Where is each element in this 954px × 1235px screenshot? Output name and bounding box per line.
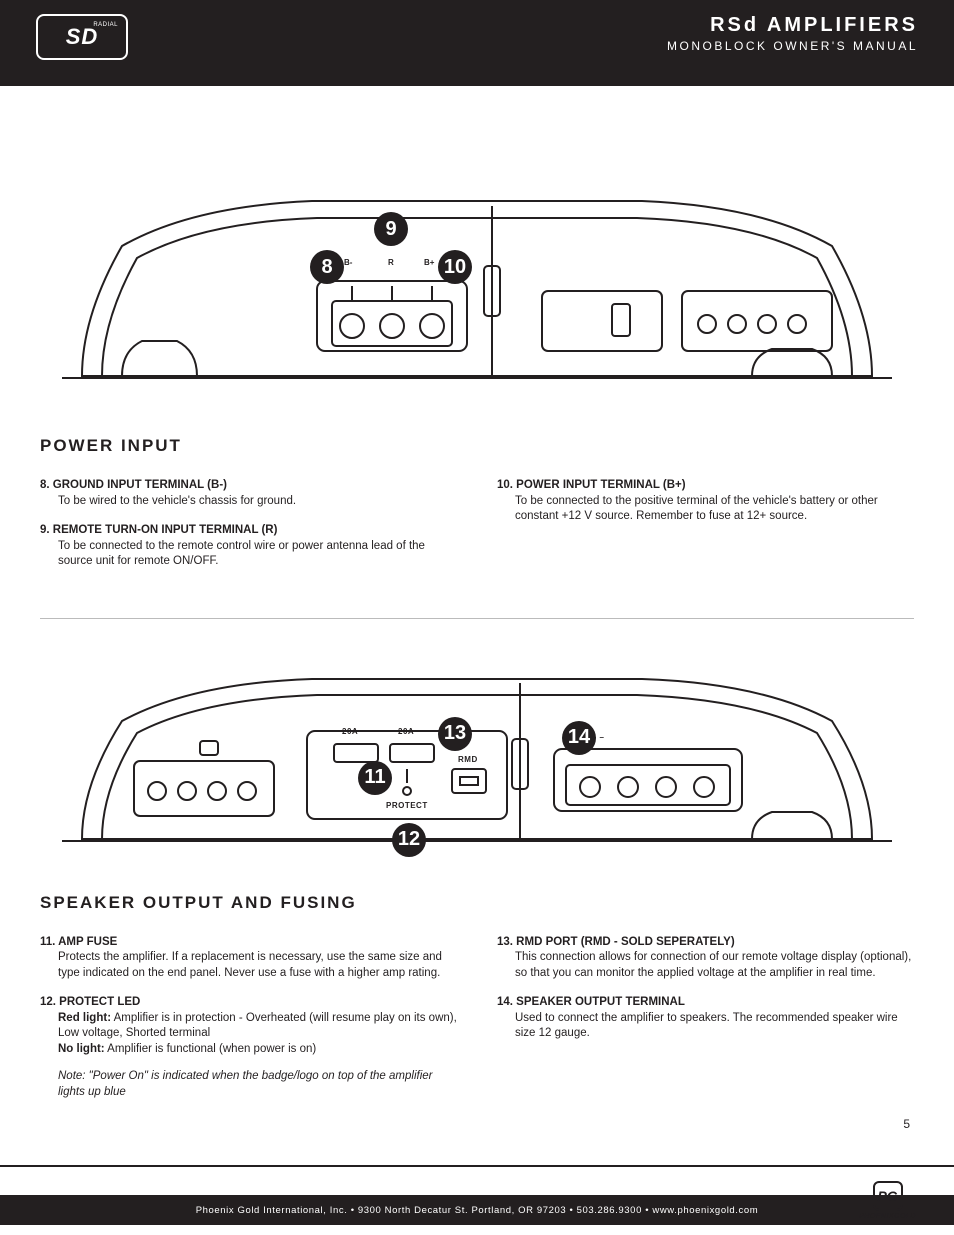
item-10-body: To be connected to the positive terminal… [497, 494, 914, 525]
callout-14: 14 [562, 721, 596, 755]
page-content: B- R B+ 8 9 10 POWER INPUT 8. GROUND INP… [0, 86, 954, 1114]
item-9-body: To be connected to the remote control wi… [40, 539, 457, 570]
footer: PG PHOENIXGOLD Phoenix Gold Internationa… [0, 1165, 954, 1235]
label-protect: PROTECT [386, 801, 428, 810]
item-12-note: Note: "Power On" is indicated when the b… [58, 1069, 457, 1100]
power-input-columns: 8. GROUND INPUT TERMINAL (B-) To be wire… [40, 478, 914, 584]
item-13: 13. RMD PORT (RMD - SOLD SEPERATELY) Thi… [497, 935, 914, 982]
label-b-plus: B+ [424, 258, 434, 267]
amplifier-rear-illustration [52, 186, 902, 406]
brand-logo: SD RADIAL [36, 14, 128, 60]
footer-brand-logo: PG PHOENIXGOLD [859, 1181, 916, 1220]
header-title-block: RSd AMPLIFIERS MONOBLOCK OWNER'S MANUAL [667, 14, 918, 53]
power-input-col-right: 10. POWER INPUT TERMINAL (B+) To be conn… [497, 478, 914, 584]
label-fuse-1: 20A [342, 727, 358, 736]
callout-12: 12 [392, 823, 426, 857]
item-10: 10. POWER INPUT TERMINAL (B+) To be conn… [497, 478, 914, 525]
item-9: 9. REMOTE TURN-ON INPUT TERMINAL (R) To … [40, 523, 457, 570]
power-input-col-left: 8. GROUND INPUT TERMINAL (B-) To be wire… [40, 478, 457, 584]
label-fuse-2: 20A [398, 727, 414, 736]
speaker-output-col-right: 13. RMD PORT (RMD - SOLD SEPERATELY) Thi… [497, 935, 914, 1115]
item-11: 11. AMP FUSE Protects the amplifier. If … [40, 935, 457, 982]
speaker-output-columns: 11. AMP FUSE Protects the amplifier. If … [40, 935, 914, 1115]
label-rmd: RMD [458, 755, 478, 764]
item-13-body: This connection allows for connection of… [497, 950, 914, 981]
item-14-body: Used to connect the amplifier to speaker… [497, 1011, 914, 1042]
item-12-title: 12. PROTECT LED [40, 995, 457, 1011]
footer-brand-name: PHOENIXGOLD [859, 1213, 916, 1220]
footer-black-bar: Phoenix Gold International, Inc. • 9300 … [0, 1195, 954, 1225]
section-title-power-input: POWER INPUT [40, 436, 914, 456]
footer-badge: PG [873, 1181, 903, 1211]
page-number: 5 [903, 1117, 910, 1131]
speaker-output-col-left: 11. AMP FUSE Protects the amplifier. If … [40, 935, 457, 1115]
footer-text: Phoenix Gold International, Inc. • 9300 … [196, 1205, 759, 1216]
header-bar: SD RADIAL RSd AMPLIFIERS MONOBLOCK OWNER… [0, 0, 954, 86]
item-12-red-body: Amplifier is in protection - Overheated … [58, 1012, 457, 1040]
section-title-speaker-output: SPEAKER OUTPUT AND FUSING [40, 893, 914, 913]
callout-9: 9 [374, 212, 408, 246]
item-13-title: 13. RMD PORT (RMD - SOLD SEPERATELY) [497, 935, 914, 951]
callout-8: 8 [310, 250, 344, 284]
item-8: 8. GROUND INPUT TERMINAL (B-) To be wire… [40, 478, 457, 509]
item-14-title: 14. SPEAKER OUTPUT TERMINAL [497, 995, 914, 1011]
amplifier-front-illustration [52, 669, 902, 869]
callout-13: 13 [438, 717, 472, 751]
callout-10: 10 [438, 250, 472, 284]
item-14: 14. SPEAKER OUTPUT TERMINAL Used to conn… [497, 995, 914, 1042]
item-10-title: 10. POWER INPUT TERMINAL (B+) [497, 478, 914, 494]
item-11-body: Protects the amplifier. If a replacement… [40, 950, 457, 981]
item-12-red-label: Red light: [58, 1012, 111, 1024]
label-r: R [388, 258, 394, 267]
callout-11: 11 [358, 761, 392, 795]
section-divider [40, 618, 914, 619]
label-b-minus: B- [344, 258, 352, 267]
item-12-no-label: No light: [58, 1043, 105, 1055]
item-12-no-body: Amplifier is functional (when power is o… [105, 1043, 317, 1055]
logo-sub-text: RADIAL [93, 22, 118, 28]
doc-title: RSd AMPLIFIERS [667, 14, 918, 37]
item-12: 12. PROTECT LED Red light: Amplifier is … [40, 995, 457, 1100]
item-8-body: To be wired to the vehicle's chassis for… [40, 494, 457, 510]
speaker-output-diagram: 20A 20A RMD PROTECT + – + – 11 12 13 14 [52, 669, 902, 869]
item-9-title: 9. REMOTE TURN-ON INPUT TERMINAL (R) [40, 523, 457, 539]
item-8-title: 8. GROUND INPUT TERMINAL (B-) [40, 478, 457, 494]
power-input-diagram: B- R B+ 8 9 10 [52, 186, 902, 406]
doc-subtitle: MONOBLOCK OWNER'S MANUAL [667, 39, 918, 53]
item-11-title: 11. AMP FUSE [40, 935, 457, 951]
item-12-body: Red light: Amplifier is in protection - … [40, 1011, 457, 1101]
